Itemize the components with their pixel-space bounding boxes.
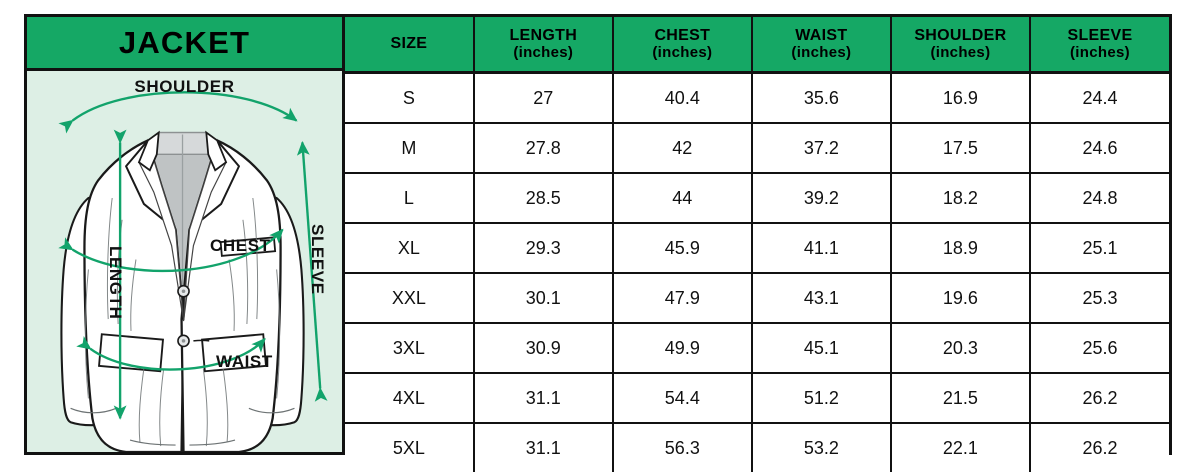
size-chart: JACKET xyxy=(24,14,1172,472)
table-row: 5XL 31.1 56.3 53.2 22.1 26.2 xyxy=(345,422,1169,472)
cell-sleeve: 24.6 xyxy=(1028,122,1169,174)
table-row: S 27 40.4 35.6 16.9 24.4 xyxy=(345,71,1169,124)
cell-chest: 56.3 xyxy=(611,422,753,472)
cell-length: 30.9 xyxy=(472,322,614,374)
cell-shoulder: 17.5 xyxy=(889,122,1031,174)
cell-length: 31.1 xyxy=(472,422,614,472)
shoulder-arrow xyxy=(58,91,298,134)
jacket-artwork xyxy=(60,130,305,452)
column-header-waist: WAIST (inches) xyxy=(750,17,892,74)
column-header-size: SIZE xyxy=(345,17,475,74)
illustration-panel: JACKET xyxy=(27,17,345,452)
label-chest: CHEST xyxy=(210,236,271,255)
cell-shoulder: 19.6 xyxy=(889,272,1031,324)
cell-waist: 45.1 xyxy=(750,322,892,374)
cell-sleeve: 24.4 xyxy=(1028,71,1169,124)
table-row: M 27.8 42 37.2 17.5 24.6 xyxy=(345,122,1169,174)
table-row: 3XL 30.9 49.9 45.1 20.3 25.6 xyxy=(345,322,1169,374)
cell-length: 29.3 xyxy=(472,222,614,274)
cell-sleeve: 25.6 xyxy=(1028,322,1169,374)
cell-waist: 39.2 xyxy=(750,172,892,224)
cell-shoulder: 16.9 xyxy=(889,71,1031,124)
column-header-sleeve-unit: (inches) xyxy=(1070,43,1130,61)
cell-chest: 44 xyxy=(611,172,753,224)
column-header-chest: CHEST (inches) xyxy=(611,17,753,74)
column-header-shoulder-label: SHOULDER xyxy=(914,26,1007,44)
column-header-sleeve-label: SLEEVE xyxy=(1067,26,1133,44)
cell-shoulder: 21.5 xyxy=(889,372,1031,424)
cell-chest: 45.9 xyxy=(611,222,753,274)
column-header-waist-label: WAIST xyxy=(795,26,848,44)
cell-waist: 53.2 xyxy=(750,422,892,472)
table-row: 4XL 31.1 54.4 51.2 21.5 26.2 xyxy=(345,372,1169,424)
label-length: LENGTH xyxy=(106,246,125,320)
cell-length: 27.8 xyxy=(472,122,614,174)
measurements-table-panel: SIZE LENGTH (inches) CHEST (inches) WAIS… xyxy=(345,17,1169,472)
column-header-length-label: LENGTH xyxy=(509,26,578,44)
size-table: SIZE LENGTH (inches) CHEST (inches) WAIS… xyxy=(345,17,1169,472)
column-header-sleeve: SLEEVE (inches) xyxy=(1028,17,1169,74)
column-header-chest-label: CHEST xyxy=(654,26,711,44)
column-header-waist-unit: (inches) xyxy=(791,43,852,61)
cell-size: M xyxy=(345,122,475,174)
cell-chest: 47.9 xyxy=(611,272,753,324)
cell-shoulder: 20.3 xyxy=(889,322,1031,374)
measurement-arrows xyxy=(58,91,328,420)
column-header-length-unit: (inches) xyxy=(513,43,574,61)
cell-size: S xyxy=(345,71,475,124)
cell-sleeve: 26.2 xyxy=(1028,372,1169,424)
cell-waist: 35.6 xyxy=(750,71,892,124)
cell-size: L xyxy=(345,172,475,224)
table-row: XL 29.3 45.9 41.1 18.9 25.1 xyxy=(345,222,1169,274)
label-shoulder: SHOULDER xyxy=(134,77,235,96)
cell-sleeve: 26.2 xyxy=(1028,422,1169,472)
jacket-illustration-svg xyxy=(58,91,328,452)
cell-size: XL xyxy=(345,222,475,274)
cell-length: 28.5 xyxy=(472,172,614,224)
cell-sleeve: 25.1 xyxy=(1028,222,1169,274)
panel-title: JACKET xyxy=(27,17,342,71)
chest-arrow xyxy=(58,228,284,273)
cell-waist: 37.2 xyxy=(750,122,892,174)
cell-chest: 54.4 xyxy=(611,372,753,424)
label-waist: WAIST xyxy=(216,352,273,371)
cell-waist: 41.1 xyxy=(750,222,892,274)
cell-sleeve: 25.3 xyxy=(1028,272,1169,324)
cell-length: 27 xyxy=(472,71,614,124)
cell-size: 4XL xyxy=(345,372,475,424)
cell-length: 31.1 xyxy=(472,372,614,424)
cell-waist: 43.1 xyxy=(750,272,892,324)
table-row: L 28.5 44 39.2 18.2 24.8 xyxy=(345,172,1169,224)
table-row: XXL 30.1 47.9 43.1 19.6 25.3 xyxy=(345,272,1169,324)
table-header-row: SIZE LENGTH (inches) CHEST (inches) WAIS… xyxy=(345,17,1169,74)
cell-size: 5XL xyxy=(345,422,475,472)
cell-waist: 51.2 xyxy=(750,372,892,424)
cell-chest: 42 xyxy=(611,122,753,174)
label-sleeve: SLEEVE xyxy=(308,224,327,295)
cell-size: XXL xyxy=(345,272,475,324)
cell-chest: 49.9 xyxy=(611,322,753,374)
column-header-length: LENGTH (inches) xyxy=(472,17,614,74)
waist-arrow xyxy=(76,336,266,371)
column-header-shoulder-unit: (inches) xyxy=(930,43,991,61)
jacket-diagram: SHOULDER CHEST WAIST LENGTH SLEEVE xyxy=(27,71,342,452)
cell-shoulder: 18.9 xyxy=(889,222,1031,274)
cell-shoulder: 18.2 xyxy=(889,172,1031,224)
cell-shoulder: 22.1 xyxy=(889,422,1031,472)
column-header-shoulder: SHOULDER (inches) xyxy=(889,17,1031,74)
column-header-chest-unit: (inches) xyxy=(652,43,713,61)
cell-size: 3XL xyxy=(345,322,475,374)
cell-chest: 40.4 xyxy=(611,71,753,124)
column-header-size-label: SIZE xyxy=(390,35,428,53)
cell-sleeve: 24.8 xyxy=(1028,172,1169,224)
sleeve-arrow xyxy=(296,141,328,402)
cell-length: 30.1 xyxy=(472,272,614,324)
